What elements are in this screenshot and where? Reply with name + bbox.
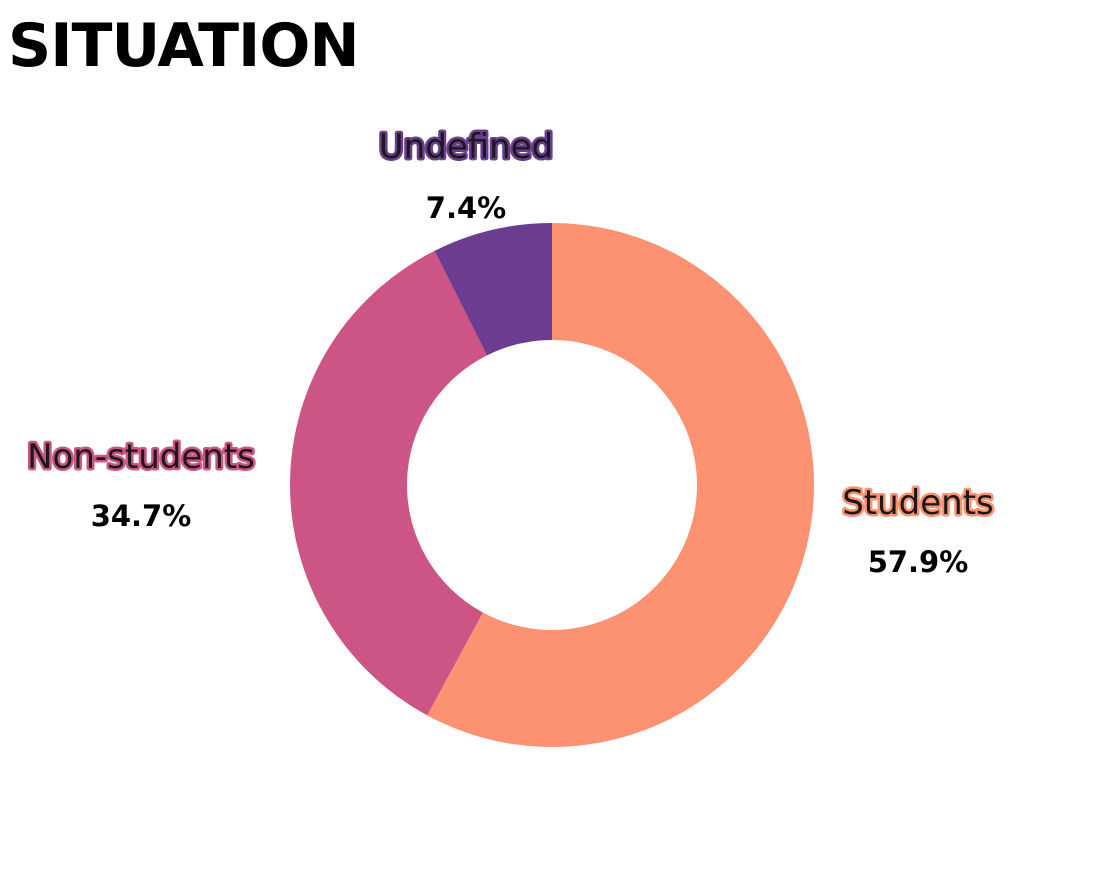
slice-label-non-students: Non-students <box>27 437 255 477</box>
slice-students <box>427 223 814 747</box>
slice-value-non-students: 34.7% <box>91 499 192 533</box>
chart-title: SITUATION <box>8 11 360 81</box>
slice-label-undefined: Undefined <box>379 127 553 167</box>
slice-value-undefined: 7.4% <box>426 191 506 225</box>
slice-labels: Students 57.9% Non-students 34.7% Undefined 7… <box>25 125 997 580</box>
slice-label-students: Students <box>842 483 994 523</box>
slice-value-students: 57.9% <box>868 545 969 579</box>
slice-undefined <box>434 223 552 356</box>
donut-slices <box>289 223 814 747</box>
slice-non-students <box>289 250 487 716</box>
